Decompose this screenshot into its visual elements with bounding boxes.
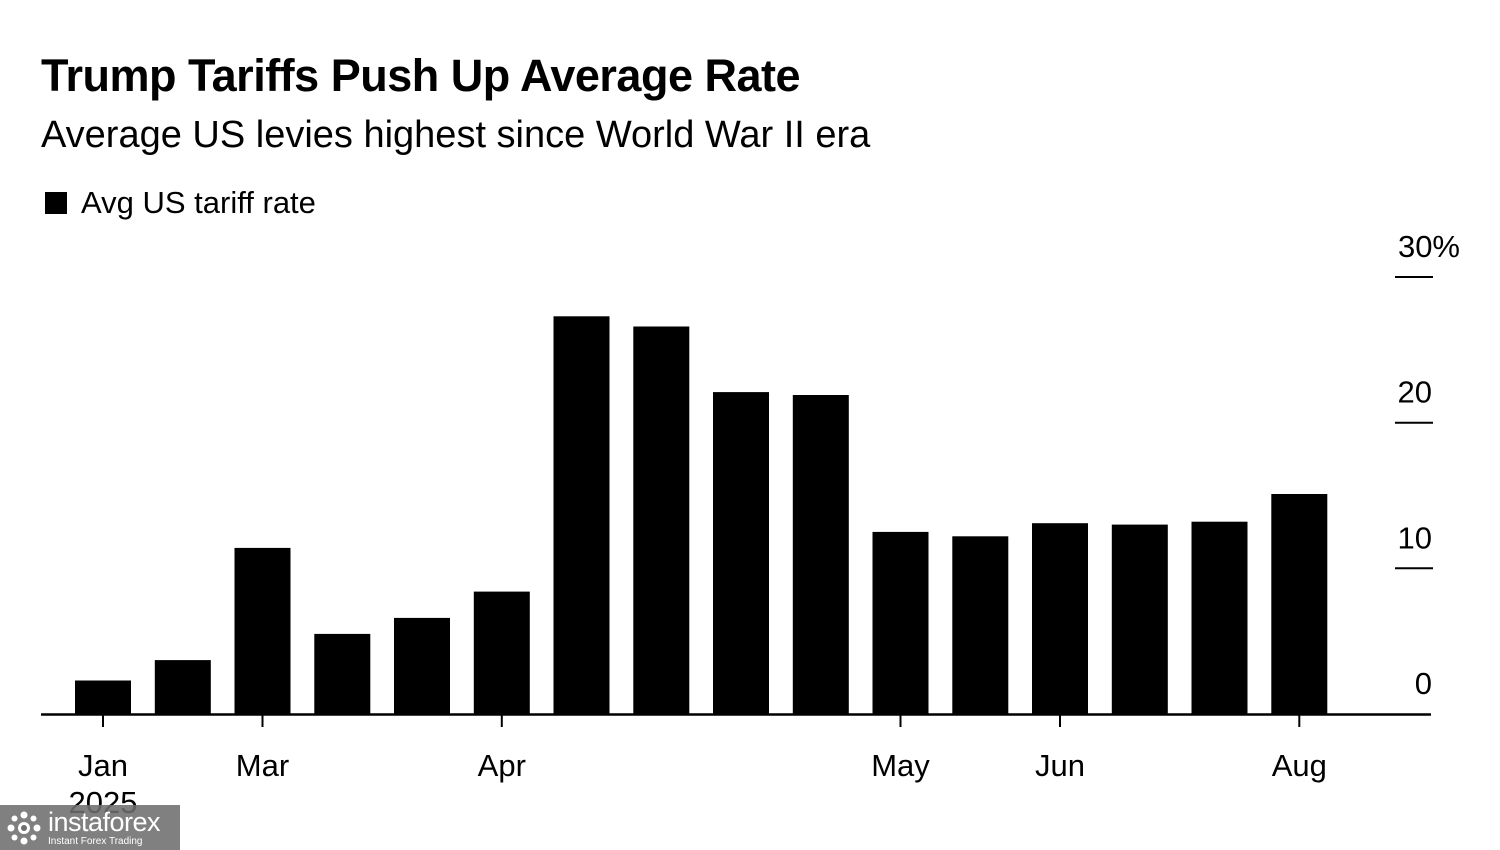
x-tick-label-aug: Aug bbox=[1272, 748, 1327, 783]
bar-5 bbox=[473, 591, 530, 714]
bar-6 bbox=[553, 316, 610, 714]
chart-subtitle: Average US levies highest since World Wa… bbox=[41, 114, 871, 156]
y-tick-label-10: 10 bbox=[1398, 520, 1432, 555]
bar-1 bbox=[154, 660, 211, 714]
bar-4 bbox=[394, 617, 450, 714]
watermark-tagline: Instant Forex Trading bbox=[48, 835, 143, 847]
x-tick-label-jan: Jan bbox=[78, 748, 128, 783]
x-tick-label-jun: Jun bbox=[1035, 748, 1085, 783]
bar-0 bbox=[75, 680, 131, 714]
y-tick-label-0: 0 bbox=[1415, 666, 1432, 701]
bar-10 bbox=[872, 531, 929, 714]
watermark-brand: instaforex bbox=[48, 806, 161, 837]
bar-2 bbox=[234, 547, 291, 714]
legend-swatch bbox=[45, 192, 67, 214]
bar-13 bbox=[1111, 524, 1168, 714]
bar-15 bbox=[1271, 494, 1328, 714]
y-tick-label-20: 20 bbox=[1398, 375, 1432, 410]
bar-7 bbox=[633, 326, 690, 714]
chart-title: Trump Tariffs Push Up Average Rate bbox=[41, 50, 801, 101]
bar-9 bbox=[792, 395, 849, 714]
bar-3 bbox=[314, 633, 371, 714]
x-tick-label-may: May bbox=[871, 748, 930, 783]
legend-label: Avg US tariff rate bbox=[81, 185, 316, 220]
legend: Avg US tariff rate bbox=[45, 183, 316, 223]
bar-8 bbox=[713, 392, 769, 714]
y-tick-label-30: 30% bbox=[1398, 229, 1460, 264]
x-tick-label-mar: Mar bbox=[236, 748, 289, 783]
bar-14 bbox=[1191, 521, 1248, 714]
bar-12 bbox=[1032, 523, 1088, 714]
watermark: instaforex Instant Forex Trading bbox=[0, 805, 180, 850]
x-tick-label-apr: Apr bbox=[478, 748, 526, 783]
instaforex-logo-icon bbox=[7, 811, 41, 844]
bar-11 bbox=[952, 536, 1009, 714]
